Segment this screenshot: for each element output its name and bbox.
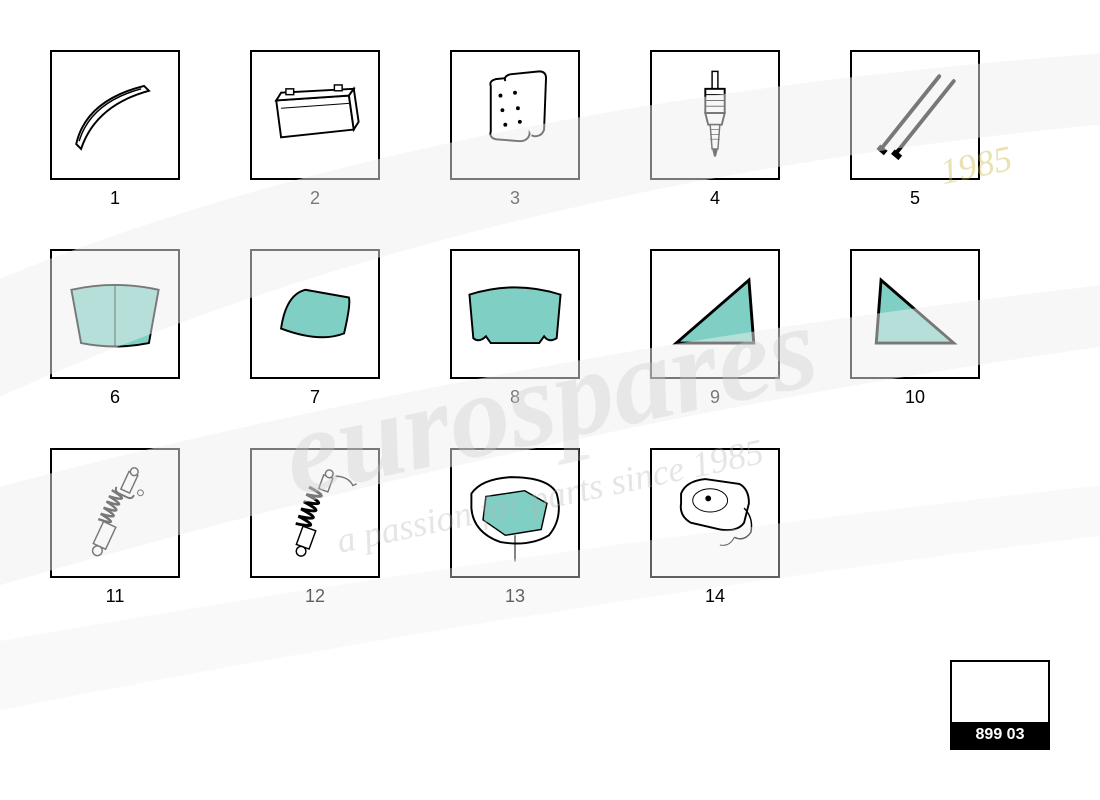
spark-plug-icon — [652, 52, 778, 178]
part-number: 10 — [905, 387, 925, 408]
parts-row: 11 12 — [50, 448, 980, 607]
quarter-window-l-icon — [852, 251, 978, 377]
part-cell-14: 14 — [650, 448, 780, 607]
shock-absorber-r-icon — [252, 450, 378, 576]
part-box — [250, 50, 380, 180]
part-box — [650, 448, 780, 578]
part-box — [850, 249, 980, 379]
shock-absorber-f-icon — [52, 450, 178, 576]
part-number: 5 — [910, 188, 920, 209]
v-belt-icon — [52, 52, 178, 178]
part-cell-9: 9 — [650, 249, 780, 408]
part-box — [650, 50, 780, 180]
part-box — [450, 50, 580, 180]
part-number: 3 — [510, 188, 520, 209]
part-cell-11: 11 — [50, 448, 180, 607]
part-cell-12: 12 — [250, 448, 380, 607]
part-box — [50, 50, 180, 180]
wiper-blades-icon — [852, 52, 978, 178]
part-number: 12 — [305, 586, 325, 607]
reference-code: 899 03 — [952, 722, 1048, 748]
part-cell-2: 2 — [250, 50, 380, 209]
part-box — [250, 249, 380, 379]
parts-row: 6 7 8 9 — [50, 249, 980, 408]
part-box — [650, 249, 780, 379]
part-cell-10: 10 — [850, 249, 980, 408]
quarter-window-r-icon — [652, 251, 778, 377]
part-cell-4: 4 — [650, 50, 780, 209]
part-cell-7: 7 — [250, 249, 380, 408]
part-cell-5: 5 — [850, 50, 980, 209]
part-number: 6 — [110, 387, 120, 408]
mirror-housing-icon — [652, 450, 778, 576]
brake-pads-icon — [452, 52, 578, 178]
part-cell-3: 3 — [450, 50, 580, 209]
part-cell-6: 6 — [50, 249, 180, 408]
part-number: 14 — [705, 586, 725, 607]
part-box — [450, 448, 580, 578]
part-number: 4 — [710, 188, 720, 209]
part-number: 9 — [710, 387, 720, 408]
side-window-icon — [252, 251, 378, 377]
part-box — [50, 448, 180, 578]
parts-row: 1 2 — [50, 50, 980, 209]
windscreen-icon — [52, 251, 178, 377]
part-box — [850, 50, 980, 180]
part-number: 1 — [110, 188, 120, 209]
part-cell-13: 13 — [450, 448, 580, 607]
part-box — [50, 249, 180, 379]
part-number: 11 — [106, 586, 125, 607]
rear-window-icon — [452, 251, 578, 377]
parts-grid: 1 2 — [50, 50, 980, 607]
part-number: 2 — [310, 188, 320, 209]
part-box — [250, 448, 380, 578]
reference-box: 899 03 — [950, 660, 1050, 750]
part-cell-1: 1 — [50, 50, 180, 209]
battery-icon — [252, 52, 378, 178]
part-number: 13 — [505, 586, 525, 607]
part-number: 8 — [510, 387, 520, 408]
part-box — [450, 249, 580, 379]
part-number: 7 — [310, 387, 320, 408]
part-cell-8: 8 — [450, 249, 580, 408]
mirror-glass-icon — [452, 450, 578, 576]
